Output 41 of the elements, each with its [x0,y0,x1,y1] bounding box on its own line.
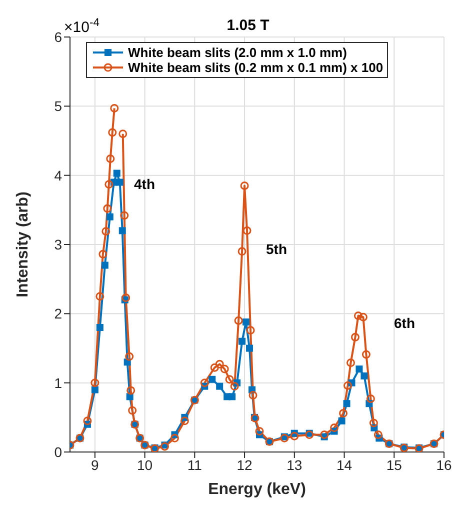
x-axis-title: Energy (keV) [208,481,306,498]
y-axis-title: Intensity (arb) [14,192,32,298]
chart-title: 1.05 T [226,17,270,34]
x-tick-label: 13 [286,456,302,473]
point [216,382,224,390]
y-tick-label: 3 [54,236,62,252]
point [238,338,246,345]
annotation: 6th [394,315,415,331]
point [228,393,236,400]
y-tick-label: 0 [54,444,62,460]
y-tick-label: 5 [54,98,62,114]
y-tick-label: 1 [54,374,62,391]
y-tick-label: 6 [54,28,62,45]
legend-label: White beam slits (2.0 mm x 1.0 mm) [128,45,347,60]
point [118,227,126,234]
x-tick-label: 12 [236,456,253,473]
point [91,386,98,394]
text: ×10$^{-4}$ [64,17,100,36]
point [106,213,114,220]
point [343,400,350,408]
point [360,372,368,380]
point [116,178,124,186]
x-tick-label: 9 [91,456,100,473]
annotation: 4th [134,176,155,192]
x-tick-label: 15 [386,456,402,473]
x-tick-label: 11 [187,456,202,473]
legend-label: White beam slits (0.2 mm x 0.1 mm) x 100 [128,60,384,75]
point [101,262,108,269]
point [96,324,104,331]
annotation: 5th [266,241,287,257]
y-tick-label: 2 [54,306,62,322]
point [246,344,254,352]
point [242,318,250,326]
point [338,417,346,424]
point [208,376,216,383]
point [356,366,363,372]
x-tick-label: 14 [336,456,352,473]
x-tick-label: 16 [436,456,452,473]
y-tick-label: 4 [54,167,62,184]
x-tick-label: 10 [137,456,153,473]
point [113,170,120,177]
